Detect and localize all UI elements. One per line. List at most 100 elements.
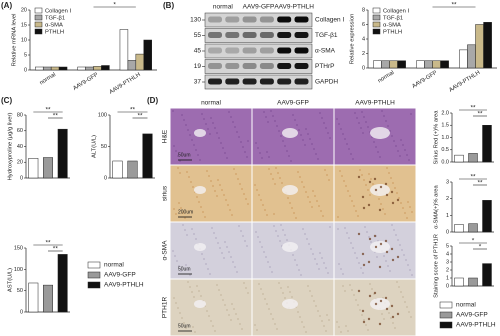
cell bbox=[255, 142, 257, 144]
cell bbox=[385, 260, 387, 262]
blot-band bbox=[208, 63, 222, 69]
y-tick-label: 3 bbox=[446, 259, 449, 265]
cell bbox=[282, 140, 284, 142]
stain bbox=[374, 188, 378, 192]
cell bbox=[193, 296, 195, 298]
cell bbox=[206, 170, 208, 172]
legend-swatch bbox=[34, 14, 43, 21]
y-tick-label: 8 bbox=[362, 7, 365, 13]
cell bbox=[321, 257, 323, 259]
cell bbox=[213, 232, 215, 234]
cell bbox=[311, 143, 313, 145]
cell bbox=[185, 124, 187, 126]
cell bbox=[307, 285, 309, 287]
cell bbox=[364, 226, 366, 228]
y-tick-label: 1.0 bbox=[441, 135, 449, 141]
cell bbox=[278, 130, 280, 132]
bar bbox=[93, 66, 102, 71]
cell bbox=[279, 177, 281, 179]
cell bbox=[208, 175, 210, 177]
cell bbox=[278, 282, 280, 284]
cell bbox=[223, 194, 225, 196]
cell bbox=[260, 288, 262, 290]
cell bbox=[393, 229, 395, 231]
cell bbox=[270, 313, 272, 315]
cell bbox=[300, 274, 302, 276]
cell bbox=[216, 284, 218, 286]
cell bbox=[196, 285, 198, 287]
cell bbox=[175, 302, 177, 304]
cell bbox=[257, 236, 259, 238]
cell bbox=[295, 217, 297, 219]
cell bbox=[367, 329, 369, 331]
cell bbox=[393, 140, 395, 142]
cell bbox=[179, 312, 181, 314]
y-tick-label: 60 bbox=[17, 128, 23, 134]
cell bbox=[266, 151, 268, 153]
bar bbox=[475, 24, 484, 69]
cell bbox=[292, 114, 294, 116]
bar bbox=[454, 224, 464, 233]
cell bbox=[395, 234, 397, 236]
blot-band bbox=[225, 47, 240, 54]
stain bbox=[373, 177, 377, 181]
stain bbox=[384, 296, 388, 300]
cell bbox=[222, 147, 224, 149]
cell bbox=[254, 324, 256, 326]
stain bbox=[367, 260, 371, 264]
cell bbox=[373, 141, 375, 143]
bar bbox=[389, 60, 398, 69]
cell bbox=[192, 326, 194, 328]
legend-swatch bbox=[372, 21, 381, 28]
cell bbox=[404, 301, 406, 303]
cell bbox=[375, 146, 377, 148]
cell bbox=[299, 176, 301, 178]
cell bbox=[340, 331, 342, 333]
cell bbox=[360, 127, 362, 129]
cell bbox=[263, 251, 265, 253]
x-tick-label: AAV9-GFP bbox=[72, 72, 99, 92]
cell bbox=[178, 202, 180, 204]
cell bbox=[313, 148, 315, 150]
blot-marker: 55 bbox=[194, 32, 202, 39]
blot-band bbox=[259, 47, 274, 54]
y-tick-label: 0.5 bbox=[441, 147, 449, 153]
cell bbox=[197, 154, 199, 156]
cell bbox=[280, 224, 282, 226]
legend-swatch bbox=[372, 7, 381, 14]
bar bbox=[85, 66, 94, 71]
vessel bbox=[194, 243, 206, 251]
cell bbox=[289, 202, 291, 204]
cell bbox=[401, 249, 403, 251]
cell bbox=[177, 307, 179, 309]
blot-band bbox=[242, 16, 257, 23]
cell bbox=[338, 123, 340, 125]
cell bbox=[224, 152, 226, 154]
cell bbox=[222, 299, 224, 301]
cell bbox=[231, 303, 233, 305]
significance-label: ** bbox=[53, 113, 59, 120]
cell bbox=[261, 246, 263, 248]
cell bbox=[247, 203, 249, 205]
y-tick-label: 0 bbox=[446, 229, 449, 235]
cell bbox=[182, 224, 184, 226]
cell bbox=[342, 285, 344, 287]
cell bbox=[174, 255, 176, 257]
cell bbox=[356, 257, 358, 259]
stain bbox=[367, 203, 371, 207]
legend-swatch bbox=[439, 311, 453, 319]
cell bbox=[221, 252, 223, 254]
cell bbox=[337, 216, 339, 218]
cell bbox=[296, 124, 298, 126]
legend-label: TGF-β1 bbox=[383, 15, 403, 21]
cell bbox=[349, 195, 351, 197]
cell bbox=[272, 115, 274, 117]
cell bbox=[193, 144, 195, 146]
cell bbox=[309, 138, 311, 140]
cell bbox=[211, 227, 213, 229]
cell bbox=[394, 327, 396, 329]
cell bbox=[350, 242, 352, 244]
cell bbox=[241, 188, 243, 190]
cell bbox=[205, 123, 207, 125]
bar bbox=[424, 60, 433, 69]
